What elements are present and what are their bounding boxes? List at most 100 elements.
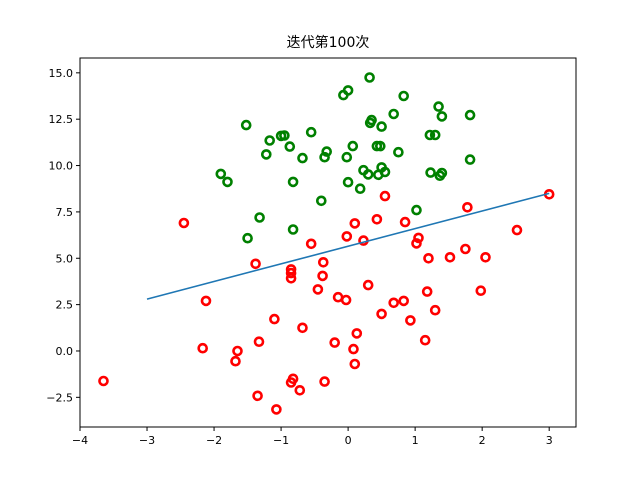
red-data-point [271,404,282,415]
red-data-point [269,313,280,325]
green-data-point [315,195,327,207]
red-data-point [285,377,297,388]
green-data-point [393,146,404,158]
x-tick-label: 3 [546,434,553,447]
green-data-point [297,152,308,164]
red-data-point [250,258,261,270]
red-data-point [399,216,411,228]
green-data-point [347,140,359,152]
plot-frame [79,57,577,428]
red-data-point [317,270,328,282]
red-data-point [462,202,473,213]
green-data-point [376,121,387,132]
y-tick-label: −2.5 [46,391,73,404]
green-data-point [436,167,448,179]
red-data-point [348,343,359,355]
red-data-point [341,231,353,242]
green-data-point [264,135,276,146]
y-tick-label: 10.0 [49,160,74,173]
green-data-point [429,129,441,141]
decision-boundary-line [146,192,550,300]
red-data-point [200,295,212,307]
red-data-point [294,384,306,396]
red-data-point [305,238,317,250]
green-data-point [433,101,444,112]
y-tick-label: 5.0 [56,252,74,265]
green-data-point [260,149,272,160]
red-data-point [411,238,422,249]
red-data-point [252,390,263,402]
green-data-point [342,85,354,96]
red-data-point [297,322,308,334]
green-data-point [287,224,299,235]
green-data-point [342,176,354,188]
red-data-point [319,376,330,387]
red-data-point [285,267,297,279]
red-data-point [405,315,416,326]
green-data-point [372,169,384,181]
green-data-point [424,129,436,141]
red-data-point [230,355,241,367]
y-tick-label: 15.0 [49,67,74,80]
y-tick-label: 12.5 [49,113,74,126]
green-data-point [341,151,353,163]
red-data-point [511,224,523,236]
x-tick-label: −1 [273,434,289,447]
green-data-point [464,109,476,121]
red-data-point [349,218,361,229]
x-tick-label: −4 [72,434,88,447]
y-tick-label: 2.5 [56,299,74,312]
green-data-point [364,117,376,129]
x-tick-label: 0 [345,434,352,447]
red-data-point [475,285,487,297]
red-data-point [371,214,383,225]
green-data-point [354,183,366,194]
red-data-point [376,308,387,320]
y-tick-label: 7.5 [56,206,74,219]
red-data-point [421,286,433,297]
x-tick-label: 2 [479,434,486,447]
green-data-point [305,126,317,138]
axes: −4 −3 −2 −1 0 1 2 3 −2.5 0.0 2.5 5.0 7.5 10.0 12.5 15.0 [46,57,577,447]
green-data-point [275,130,287,142]
red-data-point [317,256,329,268]
red-data-point [349,358,361,370]
x-tick-label: 1 [412,434,419,447]
green-data-point [215,168,227,180]
x-tick-label: −3 [139,434,155,447]
red-data-point [312,284,324,295]
green-data-point [242,232,253,244]
green-data-point [321,146,333,157]
green-data-point [240,119,252,131]
red-data-point [351,328,363,339]
red-data-point [98,375,109,387]
green-data-point [425,167,436,178]
green-data-point [287,176,299,188]
red-data-point [423,252,434,264]
red-data-point [340,294,352,306]
red-data-point [444,251,456,263]
green-data-point [398,90,410,102]
green-data-point [464,154,476,165]
green-data-point [364,72,375,83]
y-tick-label: 0.0 [56,345,74,358]
red-data-point [197,342,208,354]
chart-title: 迭代第100次 [287,34,370,51]
red-data-point [480,251,491,263]
red-data-point [362,279,374,291]
red-data-point [460,243,471,255]
red-data-point [285,272,297,284]
red-data-point [429,304,441,316]
green-data-point [362,169,374,180]
red-data-point [379,190,391,202]
red-data-point [413,232,424,244]
red-data-point [398,295,410,307]
red-data-point [178,217,190,229]
green-data-point [222,176,233,188]
red-data-point [232,345,243,357]
green-data-point [319,151,330,163]
red-data-point [419,334,431,346]
green-data-point [388,108,400,120]
green-data-point [411,204,422,216]
